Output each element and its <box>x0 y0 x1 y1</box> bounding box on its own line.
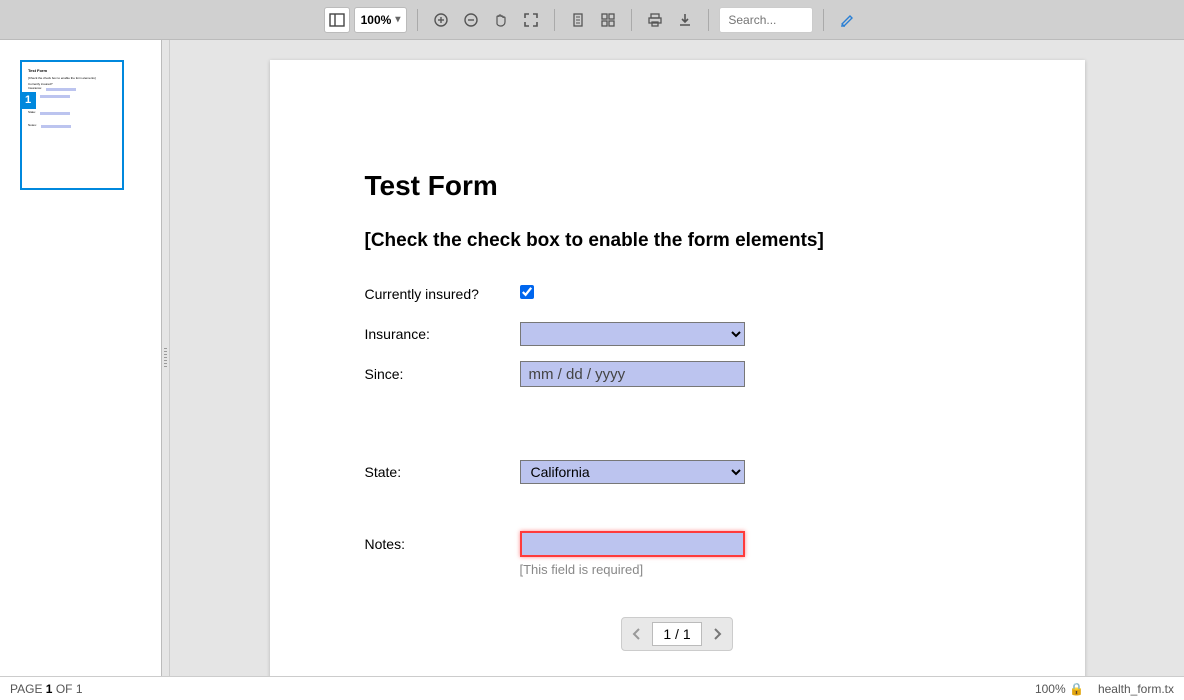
zoom-out-button[interactable] <box>458 7 484 33</box>
validation-notes: [This field is required] <box>520 562 990 577</box>
pager-value: 1 / 1 <box>652 622 701 646</box>
thumbnail-panel[interactable]: Test Form [Check the check box to enable… <box>0 40 162 676</box>
divider <box>417 9 418 31</box>
date-since[interactable]: mm / dd / yyyy <box>520 361 745 387</box>
page-badge: 1 <box>20 92 36 109</box>
toolbar: 100% ▾ <box>0 0 1184 40</box>
page-thumbnail[interactable]: Test Form [Check the check box to enable… <box>20 60 124 190</box>
zoom-in-button[interactable] <box>428 7 454 33</box>
form-title: Test Form <box>365 170 990 202</box>
continuous-view-button[interactable] <box>565 7 591 33</box>
grid-icon <box>600 12 616 28</box>
document-page: Test Form [Check the check box to enable… <box>270 60 1085 676</box>
divider <box>554 9 555 31</box>
chevron-left-icon <box>632 628 642 640</box>
hand-icon <box>493 12 509 28</box>
toggle-sidebar-button[interactable] <box>324 7 350 33</box>
status-zoom: 100% 🔒 <box>1035 682 1084 696</box>
chevron-down-icon: ▾ <box>395 14 400 25</box>
document-area[interactable]: Test Form [Check the check box to enable… <box>170 40 1184 676</box>
expand-icon <box>523 12 539 28</box>
pan-button[interactable] <box>488 7 514 33</box>
print-icon <box>647 12 663 28</box>
download-button[interactable] <box>672 7 698 33</box>
splitter[interactable] <box>162 40 170 676</box>
label-currently-insured: Currently insured? <box>365 286 520 302</box>
status-filename: health_form.tx <box>1098 682 1174 696</box>
status-page-indicator: PAGE 1 OF 1 <box>10 682 83 696</box>
minus-circle-icon <box>463 12 479 28</box>
sign-button[interactable] <box>834 7 860 33</box>
workspace: Test Form [Check the check box to enable… <box>0 40 1184 676</box>
panel-icon <box>329 12 345 28</box>
grid-view-button[interactable] <box>595 7 621 33</box>
label-since: Since: <box>365 366 520 382</box>
download-icon <box>677 12 693 28</box>
pager-prev-button[interactable] <box>622 618 652 650</box>
divider <box>708 9 709 31</box>
form-subtitle: [Check the check box to enable the form … <box>365 230 990 252</box>
statusbar: PAGE 1 OF 1 100% 🔒 health_form.tx <box>0 676 1184 700</box>
fullscreen-button[interactable] <box>518 7 544 33</box>
label-insurance: Insurance: <box>365 326 520 342</box>
chevron-right-icon <box>712 628 722 640</box>
checkbox-currently-insured[interactable] <box>520 285 534 299</box>
label-state: State: <box>365 464 520 480</box>
pager-next-button[interactable] <box>702 618 732 650</box>
single-page-icon <box>570 12 586 28</box>
divider <box>631 9 632 31</box>
pen-icon <box>839 12 855 28</box>
zoom-value: 100% <box>361 13 392 27</box>
label-notes: Notes: <box>365 536 520 552</box>
select-state[interactable]: California <box>520 460 745 484</box>
input-notes[interactable] <box>520 531 745 557</box>
select-insurance[interactable] <box>520 322 745 346</box>
plus-circle-icon <box>433 12 449 28</box>
pager: 1 / 1 <box>365 617 990 651</box>
zoom-select[interactable]: 100% ▾ <box>354 7 408 33</box>
lock-icon: 🔒 <box>1069 682 1084 696</box>
search-input[interactable] <box>719 7 813 33</box>
print-button[interactable] <box>642 7 668 33</box>
divider <box>823 9 824 31</box>
